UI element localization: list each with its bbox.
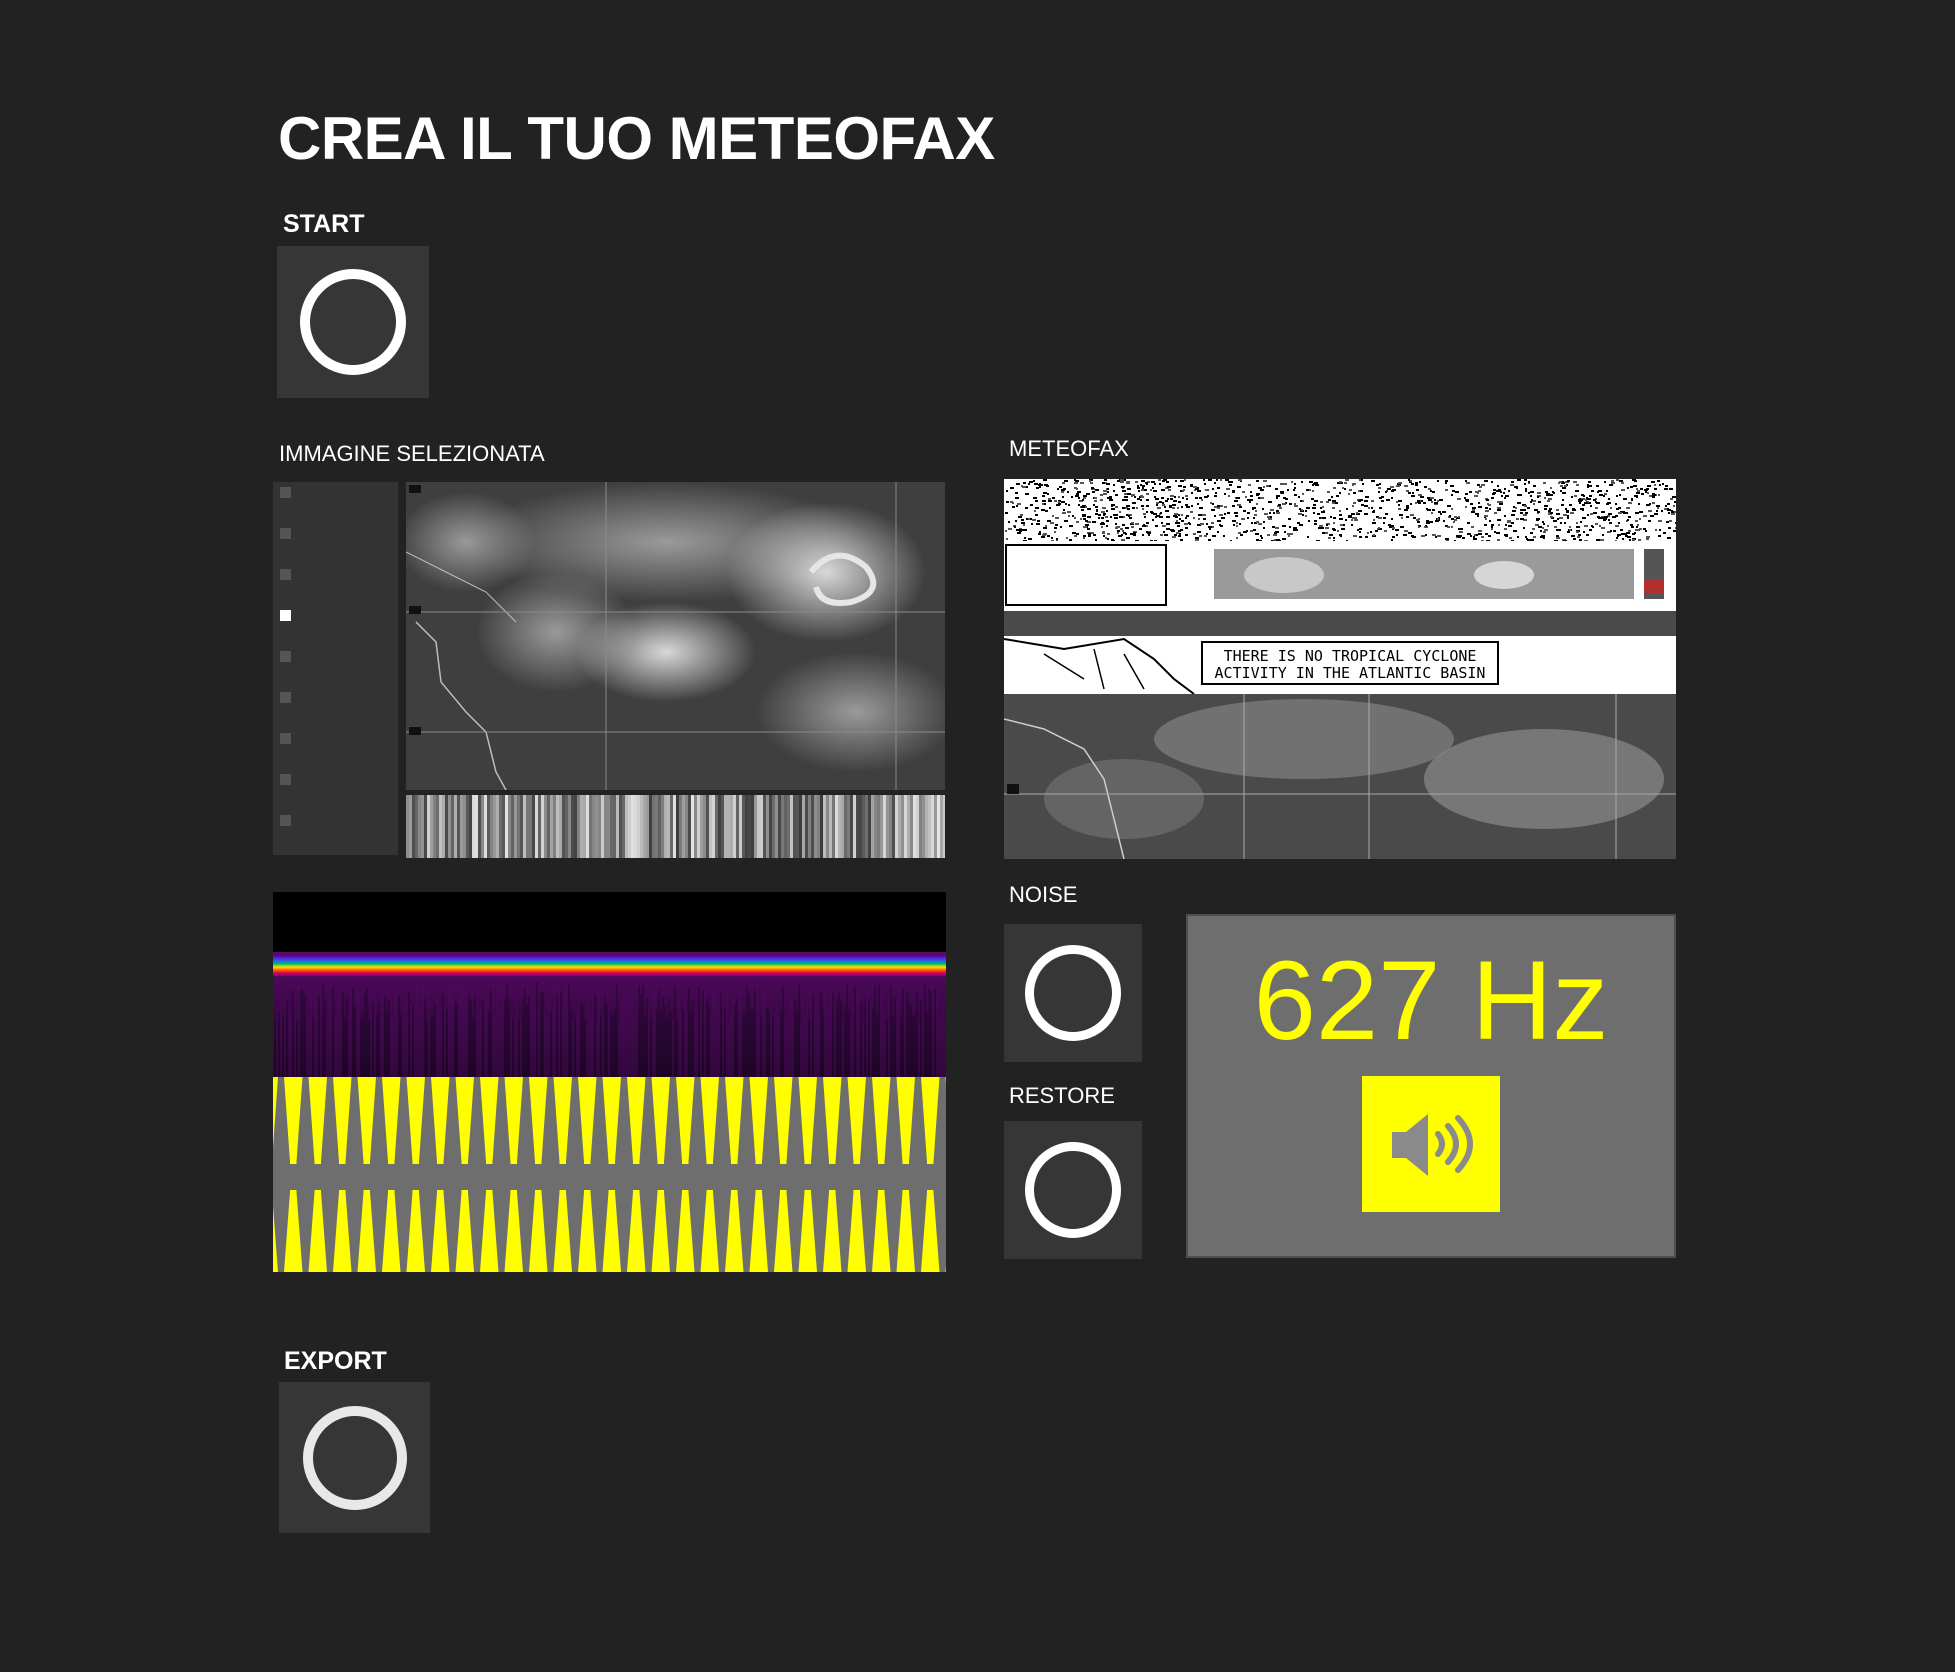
ring-icon [302, 1405, 407, 1510]
speaker-icon [1392, 1114, 1473, 1176]
image-scanline-strip [406, 795, 946, 858]
ring-icon [300, 269, 406, 375]
radio-option-8[interactable] [280, 774, 291, 785]
frequency-readout: 627 Hz [1253, 938, 1609, 1063]
radio-option-7[interactable] [280, 733, 291, 744]
audio-toggle-button[interactable] [1362, 1076, 1500, 1212]
noise-button[interactable] [1004, 924, 1142, 1062]
restore-button[interactable] [1004, 1121, 1142, 1259]
fax-text-line1: THERE IS NO TROPICAL CYCLONE [1224, 647, 1477, 665]
meteofax-output-image: THERE IS NO TROPICAL CYCLONE ACTIVITY IN… [1004, 479, 1676, 859]
fax-text-line2: ACTIVITY IN THE ATLANTIC BASIN [1215, 664, 1486, 682]
export-label: EXPORT [284, 1347, 387, 1375]
page-title: CREA IL TUO METEOFAX [278, 105, 995, 172]
frequency-panel: 627 Hz [1186, 914, 1676, 1258]
radio-option-1[interactable] [280, 487, 291, 498]
radio-option-4-selected[interactable] [280, 610, 291, 621]
radio-option-5[interactable] [280, 651, 291, 662]
ring-icon [1025, 1142, 1121, 1238]
start-label: START [283, 210, 365, 238]
radio-option-3[interactable] [280, 569, 291, 580]
selected-image-label: IMMAGINE SELEZIONATA [279, 441, 545, 466]
restore-label: RESTORE [1009, 1083, 1115, 1108]
start-button[interactable] [277, 246, 429, 398]
export-button[interactable] [279, 1382, 430, 1533]
image-selector-radio[interactable] [273, 482, 398, 855]
meteofax-label: METEOFAX [1009, 436, 1129, 461]
radio-option-2[interactable] [280, 528, 291, 539]
radio-option-6[interactable] [280, 692, 291, 703]
radio-option-9[interactable] [280, 815, 291, 826]
selected-satellite-image [406, 482, 945, 790]
noise-label: NOISE [1009, 882, 1078, 907]
ring-icon [1025, 945, 1121, 1041]
signal-visualizer [272, 892, 952, 1272]
